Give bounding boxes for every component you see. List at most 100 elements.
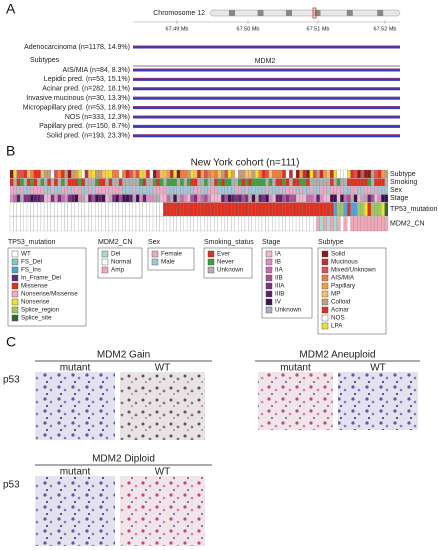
heatmap-cell (364, 202, 368, 217)
heatmap-cell (125, 216, 130, 232)
ideogram-band (314, 10, 321, 16)
heatmap-cell (384, 186, 389, 195)
heatmap-cell (190, 186, 194, 195)
legend-label: NOS (331, 315, 345, 322)
heatmap-cell (312, 194, 317, 203)
heatmap-cell (50, 202, 55, 217)
legend-swatch (207, 258, 215, 266)
heatmap-cell (173, 186, 177, 195)
heatmap-cell (169, 178, 174, 187)
heatmap-cell (40, 202, 45, 217)
heatmap-cell (238, 202, 242, 217)
track-label: Subtype (390, 171, 416, 178)
heatmap-cell (367, 202, 372, 217)
heatmap-cell (115, 186, 120, 195)
heatmap-cell (210, 216, 215, 232)
heatmap-cell (152, 169, 157, 179)
heatmap-cell (302, 178, 307, 187)
heatmap-cell (190, 169, 194, 179)
heatmap-cell (105, 186, 109, 195)
heatmap-cell (40, 186, 45, 195)
legend-label: IA (275, 251, 282, 258)
heatmap-cell (221, 216, 225, 232)
legend-label: WT (21, 251, 31, 258)
heatmap-cell (57, 186, 62, 195)
heatmap-cell (295, 202, 300, 217)
column-label: mutant (60, 467, 91, 478)
heatmap-cell (132, 194, 137, 203)
legend-title: Stage (262, 239, 280, 246)
heatmap-cell (43, 202, 48, 217)
track (133, 115, 400, 119)
heatmap-cell (176, 186, 181, 195)
heatmap-cell (258, 216, 263, 232)
heatmap-cell (84, 194, 89, 203)
column-label: mutant (280, 363, 311, 374)
heatmap-cell (135, 202, 140, 217)
heatmap-cell (248, 194, 252, 203)
legend-label: IIIA (275, 283, 285, 290)
heatmap-cell (282, 186, 286, 195)
heatmap-cell (54, 186, 58, 195)
subtypes-heading: Subtypes (30, 57, 60, 64)
heatmap-cell (190, 202, 194, 217)
heatmap-cell (268, 169, 273, 179)
heatmap-cell (374, 186, 378, 195)
heatmap-cell (289, 178, 293, 187)
heatmap-cell (180, 169, 184, 179)
heatmap-cell (112, 194, 116, 203)
heatmap-cell (299, 178, 303, 187)
heatmap-cell (98, 186, 103, 195)
heatmap-cell (200, 178, 205, 187)
heatmap-cell (244, 186, 249, 195)
track-tint (133, 124, 400, 126)
heatmap-cell (78, 202, 82, 217)
heatmap-cell (316, 178, 320, 187)
heatmap-cell (221, 178, 225, 187)
legend-label: Mucinous (331, 259, 358, 266)
heatmap-cell (204, 194, 208, 203)
heatmap-cell (180, 216, 184, 232)
heatmap-cell (156, 216, 160, 232)
heatmap-cell (289, 186, 293, 195)
heatmap-cell (57, 216, 62, 232)
heatmap-cell (309, 169, 314, 179)
heatmap-cell (125, 202, 130, 217)
heatmap-cell (221, 169, 225, 179)
legend-swatch (265, 290, 273, 298)
legend-swatch (207, 250, 215, 258)
heatmap-cell (319, 169, 324, 179)
heatmap-cell (88, 186, 92, 195)
track-label: TP53_mutation (390, 206, 438, 213)
heatmap-cell (306, 194, 310, 203)
subtype-row-label: AIS/MIA (n=84, 8.3%) (62, 67, 130, 74)
heatmap-cell (255, 169, 259, 179)
heatmap-cell (261, 194, 266, 203)
heatmap-cell (217, 216, 222, 232)
heatmap-cell (323, 178, 327, 187)
heatmap-cell (364, 178, 368, 187)
heatmap-cell (210, 169, 215, 179)
heatmap-cell (139, 216, 143, 232)
heatmap-cell (71, 202, 75, 217)
heatmap-cell (323, 169, 327, 179)
heatmap-cell (312, 169, 317, 179)
heatmap-cell (244, 202, 249, 217)
heatmap-cell (26, 216, 31, 232)
legend-box (7, 247, 87, 327)
heatmap-cell (350, 169, 355, 179)
heatmap-cell (261, 202, 266, 217)
heatmap-cell (54, 169, 58, 179)
heatmap-cell (60, 186, 65, 195)
legend-title: Subtype (318, 239, 344, 246)
legend-label: AIS/MIA (331, 275, 355, 282)
heatmap-cell (149, 194, 154, 203)
track-tint (133, 134, 400, 136)
heatmap-cell (139, 178, 143, 187)
legend-label: Never (217, 259, 234, 266)
heatmap-cell (163, 202, 167, 217)
heatmap-cell (101, 194, 106, 203)
heatmap-cell (23, 202, 28, 217)
heatmap-cell (251, 178, 256, 187)
heatmap-cell (353, 202, 358, 217)
